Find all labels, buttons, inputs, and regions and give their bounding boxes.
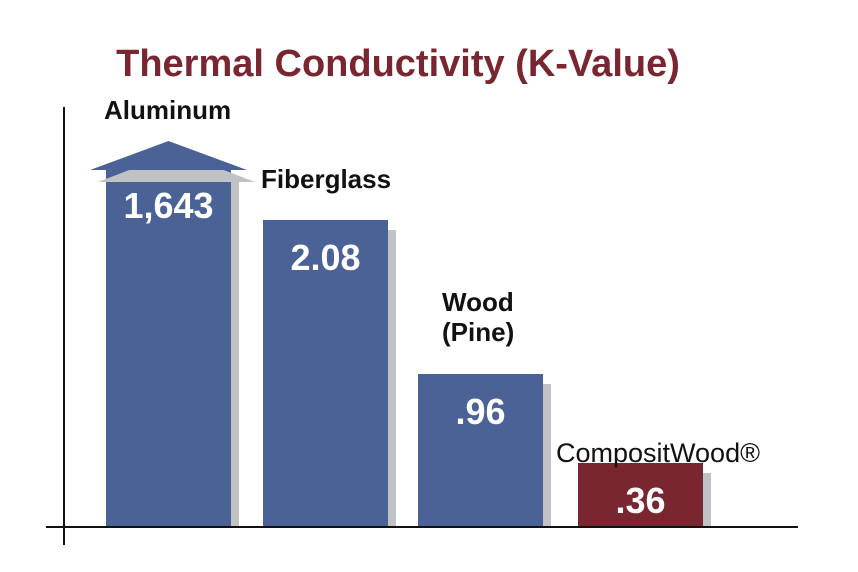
category-label-wood-pine-line1: Wood [442, 287, 514, 317]
bar-compositwood [578, 463, 703, 527]
category-label-aluminum: Aluminum [104, 95, 231, 125]
value-label-aluminum: 1,643 [123, 185, 213, 226]
category-label-fiberglass: Fiberglass [261, 164, 391, 194]
value-label-compositwood: .36 [615, 480, 665, 521]
value-label-fiberglass: 2.08 [290, 237, 360, 278]
bar-fiberglass [263, 220, 388, 527]
chart-title: Thermal Conductivity (K-Value) [116, 43, 680, 85]
bars-layer: 1,643 Aluminum 2.08 Fiberglass .96 Wood(Pine)… [90, 95, 760, 527]
category-label-wood-pine-line2: (Pine) [442, 317, 514, 347]
category-label-compositwood: CompositWood® [556, 438, 760, 468]
value-label-wood-pine: .96 [455, 391, 505, 432]
bar-wood-pine [418, 374, 543, 527]
arrow-tip-aluminum [90, 141, 247, 170]
bar-aluminum [106, 168, 231, 527]
